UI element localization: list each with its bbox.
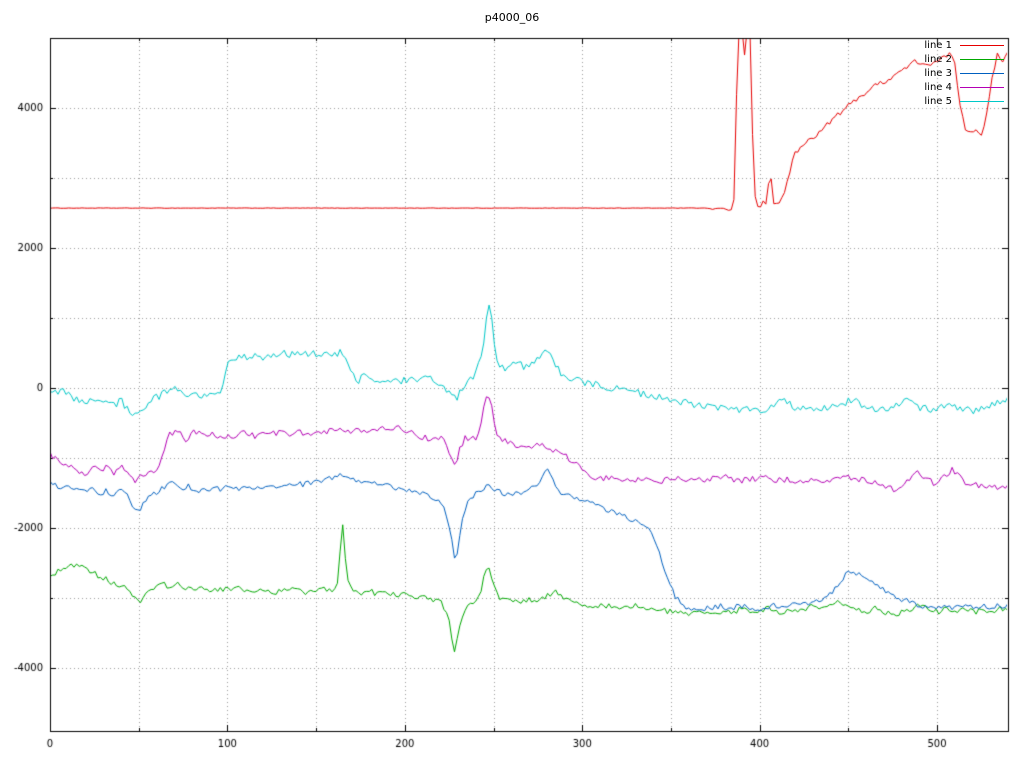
legend-item-label: line 5 — [924, 96, 952, 107]
legend-item-label: line 1 — [924, 40, 952, 51]
legend-item: line 3 — [924, 68, 1004, 79]
legend-line-sample — [960, 101, 1004, 102]
legend-item-label: line 4 — [924, 82, 952, 93]
legend-line-sample — [960, 87, 1004, 88]
legend-line-sample — [960, 45, 1004, 46]
legend-item-label: line 3 — [924, 68, 952, 79]
legend-item: line 5 — [924, 96, 1004, 107]
legend-item: line 1 — [924, 40, 1004, 51]
legend-item: line 4 — [924, 82, 1004, 93]
legend-item-label: line 2 — [924, 54, 952, 65]
chart-title: p4000_06 — [484, 11, 540, 24]
legend-item: line 2 — [924, 54, 1004, 65]
legend-line-sample — [960, 59, 1004, 60]
legend: line 1 line 2 line 3 line 4 line 5 — [924, 40, 1004, 107]
legend-line-sample — [960, 73, 1004, 74]
